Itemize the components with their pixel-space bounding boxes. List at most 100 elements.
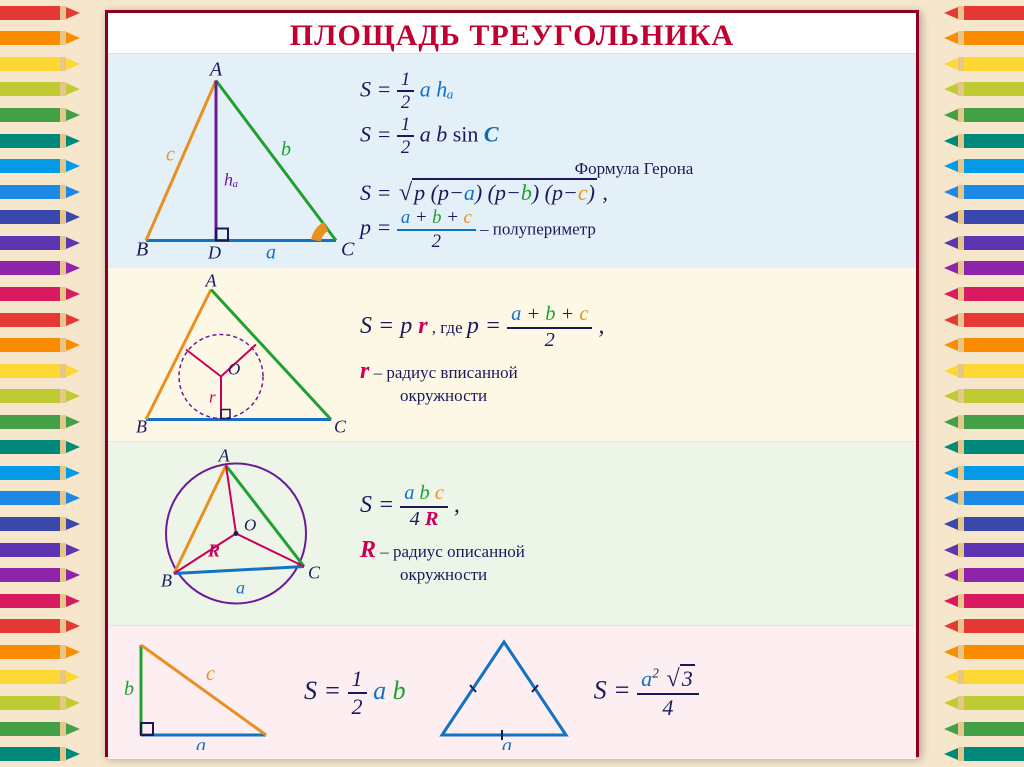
pencil-border-left [0, 0, 80, 767]
poster: ПЛОЩАДЬ ТРЕУГОЛЬНИКА A B C D [105, 10, 919, 757]
svg-text:R: R [207, 541, 220, 561]
pencil-icon [0, 460, 80, 486]
pencil-icon [944, 102, 1024, 128]
pencil-icon [944, 77, 1024, 103]
svg-text:a: a [266, 242, 276, 264]
diagram-right-triangle: a b c [116, 630, 286, 755]
formulas-1: S = 12 a hₐ S = 12 a b sin C Формула Гер… [356, 58, 908, 263]
svg-text:b: b [281, 139, 291, 161]
pencil-icon [0, 537, 80, 563]
pencil-icon [0, 51, 80, 77]
pencil-icon [0, 741, 80, 767]
svg-text:A: A [208, 59, 223, 81]
pencil-icon [0, 0, 80, 26]
pencil-icon [0, 511, 80, 537]
pencil-icon [0, 26, 80, 52]
pencil-icon [944, 741, 1024, 767]
pencil-icon [944, 205, 1024, 231]
pencil-icon [0, 358, 80, 384]
pencil-icon [0, 77, 80, 103]
pencil-icon [944, 511, 1024, 537]
svg-text:r: r [209, 388, 216, 407]
pencil-icon [0, 486, 80, 512]
pencil-icon [944, 690, 1024, 716]
pencil-icon [944, 153, 1024, 179]
svg-text:a: a [236, 578, 245, 598]
pencil-icon [0, 102, 80, 128]
pencil-icon [0, 409, 80, 435]
pencil-icon [944, 256, 1024, 282]
pencil-icon [0, 435, 80, 461]
svg-text:B: B [161, 571, 172, 591]
svg-text:hₐ: hₐ [224, 170, 238, 190]
pencil-icon [944, 307, 1024, 333]
pencil-icon [0, 153, 80, 179]
svg-text:c: c [166, 144, 175, 166]
diagram-equilateral: a [424, 630, 584, 755]
svg-text:b: b [124, 678, 134, 700]
pencil-icon [944, 537, 1024, 563]
pencil-icon [944, 179, 1024, 205]
pencil-icon [0, 562, 80, 588]
pencil-icon [944, 0, 1024, 26]
svg-text:C: C [334, 417, 347, 437]
pencil-icon [0, 588, 80, 614]
pencil-icon [944, 358, 1024, 384]
formula-equilateral: S = a2 34 [584, 664, 709, 721]
pencil-icon [0, 639, 80, 665]
pencil-icon [944, 588, 1024, 614]
pencil-icon [944, 332, 1024, 358]
pencil-icon [0, 307, 80, 333]
pencil-icon [944, 409, 1024, 435]
svg-text:O: O [244, 516, 256, 535]
poster-container: ПЛОЩАДЬ ТРЕУГОЛЬНИКА A B C D [80, 0, 944, 767]
pencil-icon [0, 614, 80, 640]
diagram-inscribed-circle: A B C O r [116, 272, 356, 437]
svg-text:D: D [207, 243, 221, 263]
svg-text:C: C [308, 563, 321, 583]
pencil-icon [944, 26, 1024, 52]
svg-text:c: c [206, 663, 215, 685]
pencil-icon [944, 639, 1024, 665]
pencil-icon [0, 383, 80, 409]
section-base-height: A B C D a b c hₐ S = 12 a hₐ S = 12 a b … [108, 53, 916, 267]
formula-right: S = 12 a b [286, 666, 424, 720]
svg-text:O: O [228, 360, 240, 379]
pencil-icon [0, 230, 80, 256]
svg-text:A: A [205, 272, 218, 291]
section-inscribed: A B C O r S = p r , где p = a + b + c2 ,… [108, 267, 916, 441]
svg-text:a: a [502, 735, 512, 750]
formulas-2: S = p r , где p = a + b + c2 , r – радиу… [356, 272, 908, 437]
svg-text:C: C [341, 239, 355, 261]
svg-text:B: B [136, 417, 147, 437]
pencil-icon [944, 128, 1024, 154]
pencil-icon [944, 614, 1024, 640]
pencil-icon [0, 332, 80, 358]
pencil-icon [944, 716, 1024, 742]
diagram-triangle-height: A B C D a b c hₐ [116, 58, 356, 263]
pencil-icon [0, 690, 80, 716]
pencil-icon [944, 486, 1024, 512]
pencil-icon [944, 51, 1024, 77]
section-circumscribed: A B C O R a S = a b c4 R , R – радиус оп… [108, 441, 916, 625]
poster-title: ПЛОЩАДЬ ТРЕУГОЛЬНИКА [108, 13, 916, 53]
pencil-icon [0, 128, 80, 154]
formulas-3: S = a b c4 R , R – радиус описанной окру… [356, 446, 908, 621]
diagram-circumscribed-circle: A B C O R a [116, 446, 356, 621]
svg-text:a: a [196, 735, 206, 750]
pencil-icon [944, 665, 1024, 691]
pencil-icon [944, 230, 1024, 256]
pencil-border-right [944, 0, 1024, 767]
pencil-icon [944, 383, 1024, 409]
pencil-icon [0, 716, 80, 742]
pencil-icon [0, 665, 80, 691]
pencil-icon [944, 281, 1024, 307]
svg-text:A: A [218, 446, 231, 466]
pencil-icon [0, 281, 80, 307]
pencil-icon [944, 562, 1024, 588]
svg-text:B: B [136, 239, 148, 261]
pencil-icon [0, 256, 80, 282]
pencil-icon [0, 179, 80, 205]
pencil-icon [944, 460, 1024, 486]
section-special: a b c S = 12 a b a [108, 625, 916, 759]
